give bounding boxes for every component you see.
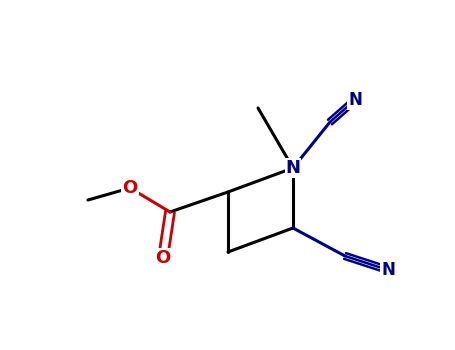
Text: O: O — [155, 249, 171, 267]
Text: N: N — [285, 159, 300, 177]
Text: N: N — [381, 261, 395, 279]
Text: O: O — [122, 179, 137, 197]
Text: N: N — [348, 91, 362, 109]
